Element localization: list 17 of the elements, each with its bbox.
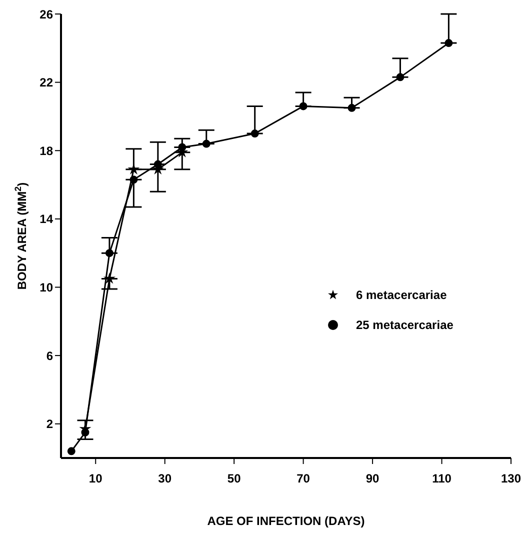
y-tick-label: 26 (40, 7, 54, 22)
x-tick-label: 70 (296, 472, 310, 486)
legend-label: 6 metacercariae (356, 288, 447, 302)
y-tick-label: 14 (40, 212, 54, 226)
x-tick-label: 110 (432, 472, 452, 486)
legend-label: 25 metacercariae (356, 318, 454, 332)
x-tick-label: 130 (500, 472, 522, 486)
x-tick-label: 50 (227, 472, 242, 486)
y-tick-label: 2 (46, 417, 54, 432)
x-tick-label: 90 (366, 472, 380, 486)
y-tick-label: 22 (40, 76, 54, 90)
x-tick-label: 30 (158, 472, 172, 486)
y-tick-label: 10 (40, 280, 54, 294)
x-tick-label: 10 (88, 472, 103, 486)
y-tick-label: 6 (46, 348, 54, 363)
x-axis-title: AGE OF INFECTION (DAYS) (207, 514, 365, 528)
y-tick-label: 18 (40, 144, 54, 158)
